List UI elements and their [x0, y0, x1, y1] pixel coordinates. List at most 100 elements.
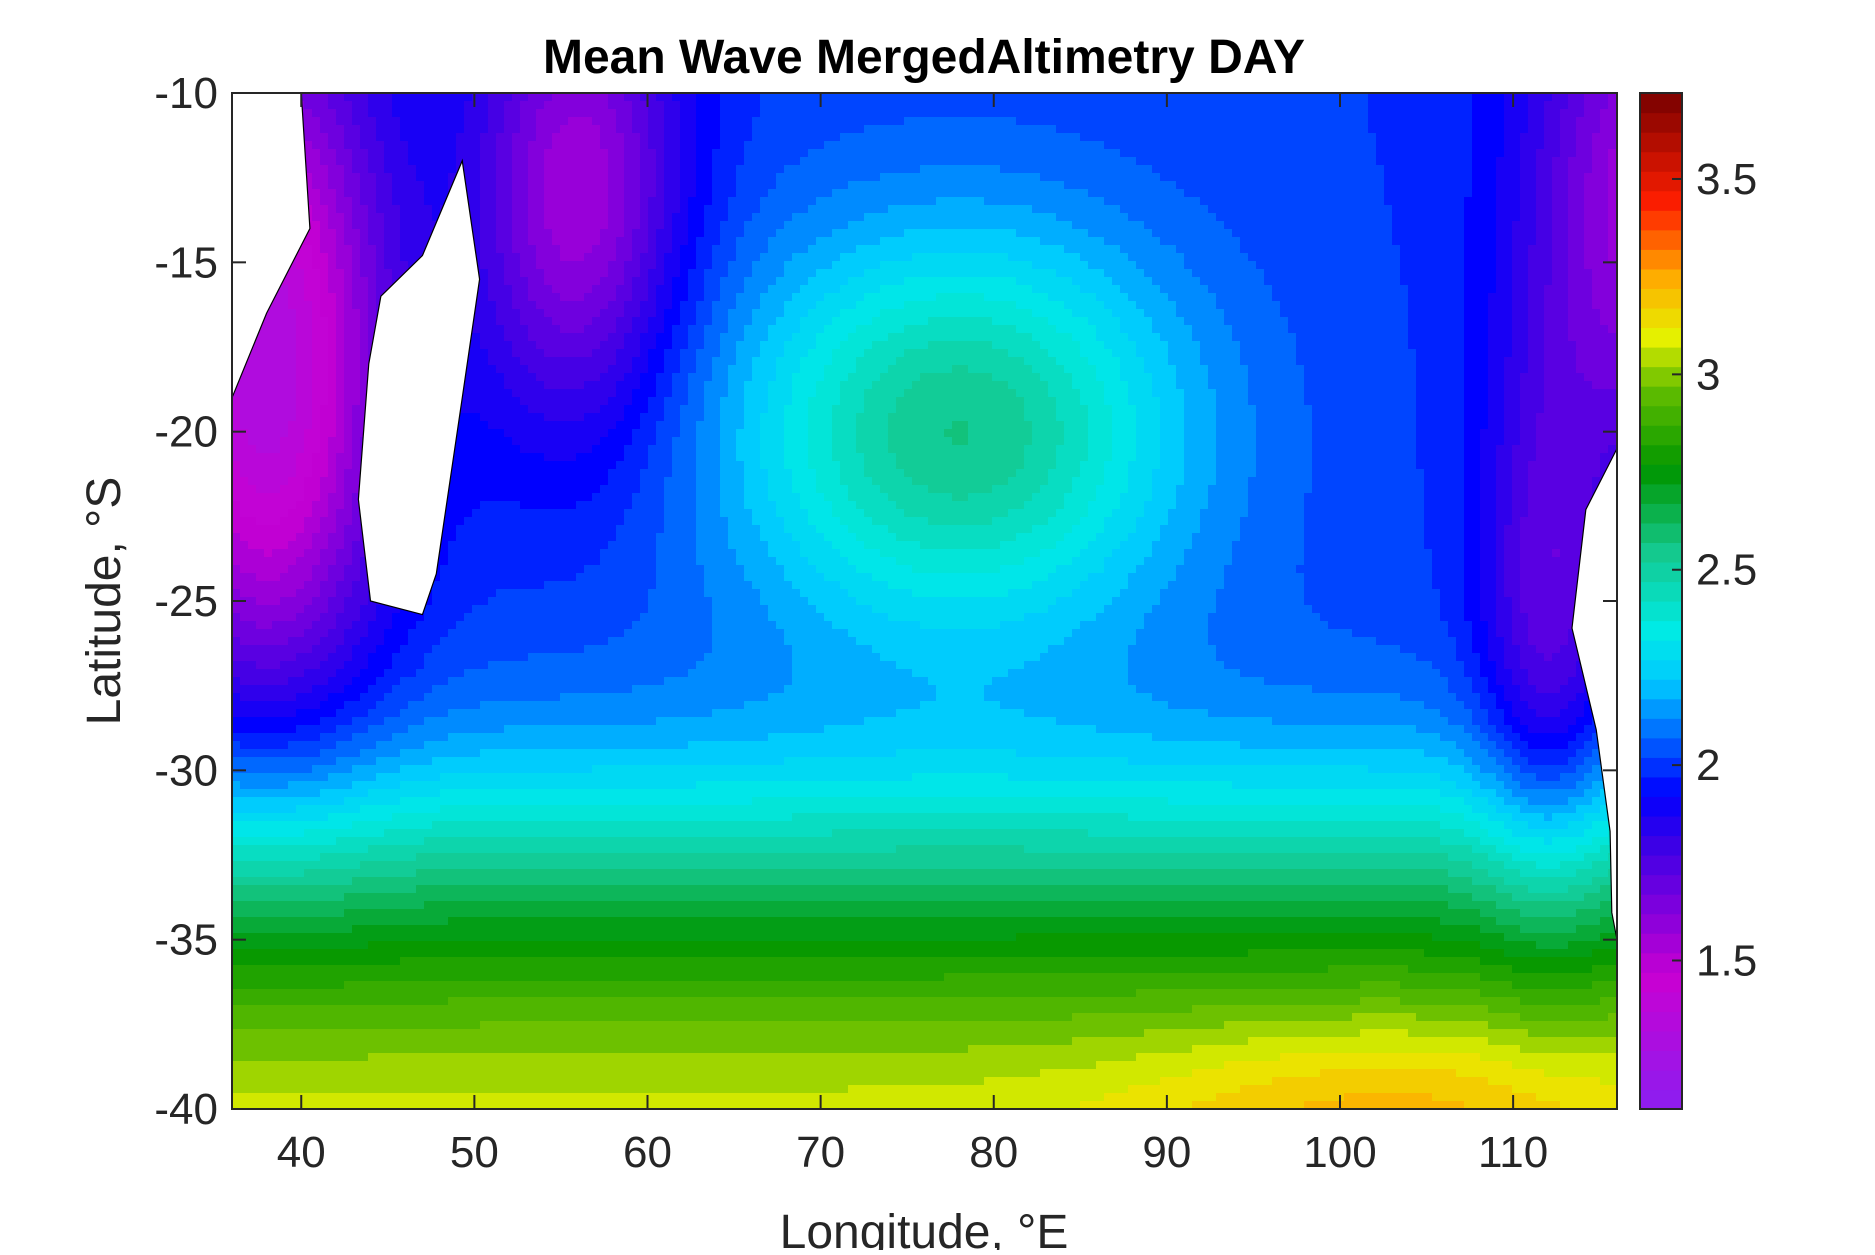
- contour-cell: [1536, 309, 1545, 318]
- contour-cell: [696, 165, 705, 174]
- contour-cell: [416, 101, 425, 110]
- contour-cell: [984, 245, 993, 254]
- contour-cell: [1304, 293, 1313, 302]
- contour-cell: [1424, 125, 1433, 134]
- contour-cell: [1184, 141, 1193, 150]
- contour-cell: [584, 109, 593, 118]
- contour-cell: [840, 157, 849, 166]
- contour-cell: [952, 237, 961, 246]
- contour-cell: [920, 277, 929, 286]
- contour-cell: [1064, 261, 1073, 270]
- contour-cell: [512, 109, 521, 118]
- contour-cell: [704, 157, 713, 166]
- contour-cell: [616, 157, 625, 166]
- contour-cell: [344, 93, 353, 102]
- contour-cell: [1448, 213, 1457, 222]
- contour-cell: [872, 285, 881, 294]
- contour-cell: [744, 149, 753, 158]
- contour-cell: [448, 93, 457, 102]
- contour-cell: [304, 181, 313, 190]
- contour-cell: [392, 181, 401, 190]
- contour-cell: [824, 93, 833, 102]
- contour-cell: [1200, 109, 1209, 118]
- contour-cell: [1048, 125, 1057, 134]
- contour-cell: [1344, 221, 1353, 230]
- contour-cell: [976, 269, 985, 278]
- contour-cell: [864, 205, 873, 214]
- contour-cell: [896, 181, 905, 190]
- contour-cell: [816, 149, 825, 158]
- contour-cell: [1192, 277, 1201, 286]
- contour-cell: [928, 117, 937, 126]
- contour-cell: [808, 141, 817, 150]
- contour-cell: [1144, 109, 1153, 118]
- contour-cell: [520, 181, 529, 190]
- contour-cell: [352, 229, 361, 238]
- contour-cell: [1512, 93, 1521, 102]
- contour-cell: [1368, 173, 1377, 182]
- contour-cell: [840, 149, 849, 158]
- contour-cell: [1104, 269, 1113, 278]
- contour-cell: [864, 165, 873, 174]
- contour-cell: [1128, 173, 1137, 182]
- contour-cell: [736, 205, 745, 214]
- contour-cell: [688, 101, 697, 110]
- contour-cell: [1544, 133, 1553, 142]
- contour-cell: [960, 253, 969, 262]
- contour-cell: [1464, 181, 1473, 190]
- contour-cell: [1312, 301, 1321, 310]
- contour-cell: [536, 205, 545, 214]
- contour-cell: [1528, 181, 1537, 190]
- contour-cell: [936, 101, 945, 110]
- contour-cell: [496, 117, 505, 126]
- contour-cell: [1128, 181, 1137, 190]
- contour-cell: [864, 93, 873, 102]
- contour-cell: [960, 221, 969, 230]
- contour-cell: [1240, 165, 1249, 174]
- contour-cell: [1232, 149, 1241, 158]
- contour-cell: [1032, 285, 1041, 294]
- contour-cell: [1144, 93, 1153, 102]
- contour-cell: [288, 277, 297, 286]
- contour-cell: [1280, 197, 1289, 206]
- contour-cell: [336, 245, 345, 254]
- contour-cell: [1080, 197, 1089, 206]
- contour-cell: [656, 277, 665, 286]
- contour-cell: [640, 125, 649, 134]
- contour-cell: [680, 269, 689, 278]
- contour-cell: [776, 181, 785, 190]
- contour-cell: [1064, 229, 1073, 238]
- contour-cell: [1576, 181, 1585, 190]
- contour-cell: [496, 197, 505, 206]
- contour-cell: [1096, 197, 1105, 206]
- contour-cell: [968, 253, 977, 262]
- contour-cell: [576, 213, 585, 222]
- contour-cell: [704, 253, 713, 262]
- contour-cell: [832, 197, 841, 206]
- contour-cell: [416, 93, 425, 102]
- contour-cell: [784, 261, 793, 270]
- contour-cell: [968, 261, 977, 270]
- contour-cell: [1488, 117, 1497, 126]
- contour-cell: [952, 141, 961, 150]
- contour-cell: [848, 181, 857, 190]
- contour-cell: [472, 189, 481, 198]
- contour-cell: [840, 165, 849, 174]
- contour-cell: [352, 141, 361, 150]
- contour-cell: [1088, 277, 1097, 286]
- contour-cell: [1344, 109, 1353, 118]
- contour-cell: [312, 229, 321, 238]
- contour-cell: [368, 269, 377, 278]
- contour-cell: [496, 189, 505, 198]
- contour-cell: [432, 189, 441, 198]
- contour-cell: [1336, 173, 1345, 182]
- contour-cell: [1216, 213, 1225, 222]
- contour-cell: [816, 221, 825, 230]
- contour-cell: [1376, 237, 1385, 246]
- contour-cell: [656, 157, 665, 166]
- contour-cell: [920, 229, 929, 238]
- contour-cell: [1344, 157, 1353, 166]
- contour-cell: [1432, 93, 1441, 102]
- contour-cell: [1032, 277, 1041, 286]
- contour-cell: [432, 101, 441, 110]
